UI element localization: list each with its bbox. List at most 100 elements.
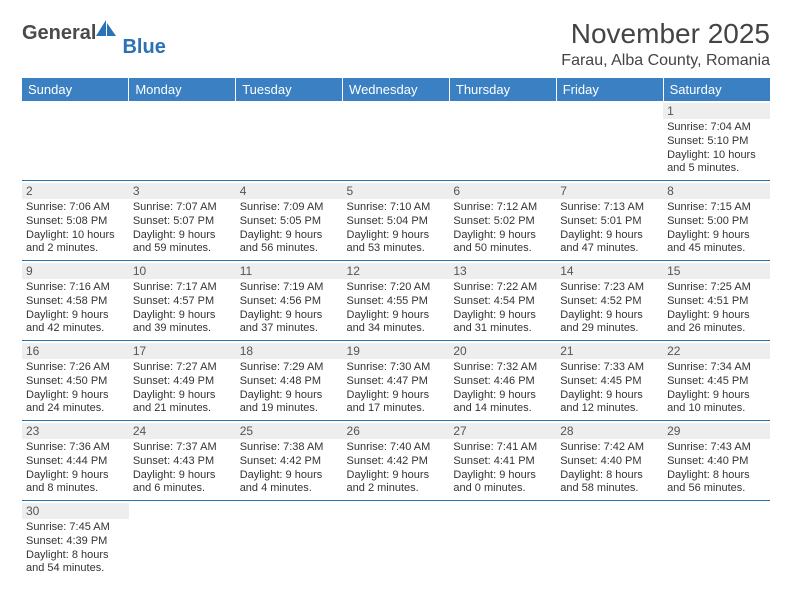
day-detail-line: Sunrise: 7:33 AM	[560, 361, 659, 375]
calendar-cell	[343, 101, 450, 181]
day-details: Sunrise: 7:38 AMSunset: 4:42 PMDaylight:…	[240, 441, 339, 496]
day-detail-line: Sunrise: 7:25 AM	[667, 281, 766, 295]
day-detail-line: Sunrise: 7:34 AM	[667, 361, 766, 375]
day-number: 16	[22, 343, 129, 359]
day-detail-line: and 4 minutes.	[240, 482, 339, 496]
day-detail-line: Daylight: 8 hours	[26, 549, 125, 563]
day-detail-line: and 53 minutes.	[347, 242, 446, 256]
day-detail-line: Sunset: 4:46 PM	[453, 375, 552, 389]
weekday-header: Sunday	[22, 78, 129, 101]
day-detail-line: and 34 minutes.	[347, 322, 446, 336]
day-detail-line: Daylight: 9 hours	[560, 389, 659, 403]
calendar-cell: 14Sunrise: 7:23 AMSunset: 4:52 PMDayligh…	[556, 261, 663, 341]
calendar-page: General Blue November 2025 Farau, Alba C…	[0, 0, 792, 598]
day-detail-line: and 58 minutes.	[560, 482, 659, 496]
day-detail-line: Sunrise: 7:32 AM	[453, 361, 552, 375]
calendar-cell: 16Sunrise: 7:26 AMSunset: 4:50 PMDayligh…	[22, 341, 129, 421]
day-detail-line: Daylight: 9 hours	[133, 229, 232, 243]
day-detail-line: Daylight: 9 hours	[453, 389, 552, 403]
day-details: Sunrise: 7:20 AMSunset: 4:55 PMDaylight:…	[347, 281, 446, 336]
day-detail-line: and 5 minutes.	[667, 162, 766, 176]
day-details: Sunrise: 7:30 AMSunset: 4:47 PMDaylight:…	[347, 361, 446, 416]
day-number: 1	[663, 103, 770, 119]
day-detail-line: Sunrise: 7:15 AM	[667, 201, 766, 215]
calendar-cell: 3Sunrise: 7:07 AMSunset: 5:07 PMDaylight…	[129, 181, 236, 261]
day-detail-line: and 2 minutes.	[26, 242, 125, 256]
day-detail-line: and 26 minutes.	[667, 322, 766, 336]
calendar-cell	[449, 501, 556, 581]
day-detail-line: Sunrise: 7:17 AM	[133, 281, 232, 295]
day-detail-line: Daylight: 9 hours	[240, 309, 339, 323]
day-detail-line: Sunset: 4:58 PM	[26, 295, 125, 309]
day-detail-line: Sunrise: 7:19 AM	[240, 281, 339, 295]
calendar-cell: 17Sunrise: 7:27 AMSunset: 4:49 PMDayligh…	[129, 341, 236, 421]
day-number: 12	[343, 263, 450, 279]
day-detail-line: and 47 minutes.	[560, 242, 659, 256]
day-details: Sunrise: 7:13 AMSunset: 5:01 PMDaylight:…	[560, 201, 659, 256]
calendar-cell: 11Sunrise: 7:19 AMSunset: 4:56 PMDayligh…	[236, 261, 343, 341]
calendar-cell: 4Sunrise: 7:09 AMSunset: 5:05 PMDaylight…	[236, 181, 343, 261]
logo: General Blue	[22, 22, 168, 45]
day-number: 10	[129, 263, 236, 279]
day-number: 15	[663, 263, 770, 279]
calendar-cell: 19 Sunrise: 7:30 AMSunset: 4:47 PMDayligh…	[343, 341, 450, 421]
day-details: Sunrise: 7:36 AMSunset: 4:44 PMDaylight:…	[26, 441, 125, 496]
day-details: Sunrise: 7:19 AMSunset: 4:56 PMDaylight:…	[240, 281, 339, 336]
day-details: Sunrise: 7:45 AMSunset: 4:39 PMDaylight:…	[26, 521, 125, 576]
day-detail-line: and 56 minutes.	[240, 242, 339, 256]
day-details: Sunrise: 7:42 AMSunset: 4:40 PMDaylight:…	[560, 441, 659, 496]
day-detail-line: Sunset: 4:39 PM	[26, 535, 125, 549]
logo-text-general: General	[22, 22, 96, 45]
day-detail-line: and 6 minutes.	[133, 482, 232, 496]
weekday-header-row: Sunday Monday Tuesday Wednesday Thursday…	[22, 78, 770, 101]
calendar-cell: 20Sunrise: 7:32 AMSunset: 4:46 PMDayligh…	[449, 341, 556, 421]
header: General Blue November 2025 Farau, Alba C…	[22, 18, 770, 70]
day-number: 27	[449, 423, 556, 439]
day-number: 14	[556, 263, 663, 279]
weekday-header: Thursday	[449, 78, 556, 101]
day-detail-line: Daylight: 9 hours	[347, 469, 446, 483]
day-details: Sunrise: 7:27 AMSunset: 4:49 PMDaylight:…	[133, 361, 232, 416]
day-details: Sunrise: 7:07 AMSunset: 5:07 PMDaylight:…	[133, 201, 232, 256]
day-details: Sunrise: 7:34 AMSunset: 4:45 PMDaylight:…	[667, 361, 766, 416]
day-details: Sunrise: 7:06 AMSunset: 5:08 PMDaylight:…	[26, 201, 125, 256]
day-detail-line: Sunset: 4:45 PM	[667, 375, 766, 389]
day-detail-line: Daylight: 9 hours	[240, 389, 339, 403]
calendar-cell: 22Sunrise: 7:34 AMSunset: 4:45 PMDayligh…	[663, 341, 770, 421]
day-detail-line: Sunrise: 7:16 AM	[26, 281, 125, 295]
day-detail-line: Daylight: 9 hours	[26, 389, 125, 403]
calendar-cell	[449, 101, 556, 181]
logo-text-blue: Blue	[122, 36, 165, 59]
day-detail-line: Sunrise: 7:41 AM	[453, 441, 552, 455]
day-details: Sunrise: 7:12 AMSunset: 5:02 PMDaylight:…	[453, 201, 552, 256]
title-block: November 2025 Farau, Alba County, Romani…	[561, 18, 770, 70]
day-detail-line: Sunrise: 7:07 AM	[133, 201, 232, 215]
day-detail-line: Daylight: 9 hours	[133, 389, 232, 403]
calendar-cell: 25Sunrise: 7:38 AMSunset: 4:42 PMDayligh…	[236, 421, 343, 501]
day-detail-line: Sunrise: 7:09 AM	[240, 201, 339, 215]
day-detail-line: and 37 minutes.	[240, 322, 339, 336]
day-detail-line: and 14 minutes.	[453, 402, 552, 416]
day-detail-line: Daylight: 9 hours	[667, 309, 766, 323]
day-number: 4	[236, 183, 343, 199]
day-details: Sunrise: 7:43 AMSunset: 4:40 PMDaylight:…	[667, 441, 766, 496]
day-details: Sunrise: 7:22 AMSunset: 4:54 PMDaylight:…	[453, 281, 552, 336]
day-detail-line: Daylight: 9 hours	[453, 309, 552, 323]
calendar-cell: 23Sunrise: 7:36 AMSunset: 4:44 PMDayligh…	[22, 421, 129, 501]
weekday-header: Wednesday	[343, 78, 450, 101]
calendar-row: 16Sunrise: 7:26 AMSunset: 4:50 PMDayligh…	[22, 341, 770, 421]
day-detail-line: Sunset: 5:07 PM	[133, 215, 232, 229]
calendar-cell	[236, 501, 343, 581]
day-detail-line: and 21 minutes.	[133, 402, 232, 416]
calendar-cell: 8Sunrise: 7:15 AMSunset: 5:00 PMDaylight…	[663, 181, 770, 261]
day-number: 19	[343, 343, 450, 359]
weekday-header: Monday	[129, 78, 236, 101]
day-detail-line: Sunrise: 7:36 AM	[26, 441, 125, 455]
day-detail-line: Sunset: 5:00 PM	[667, 215, 766, 229]
weekday-header: Tuesday	[236, 78, 343, 101]
day-detail-line: Sunset: 4:52 PM	[560, 295, 659, 309]
day-number: 30	[22, 503, 129, 519]
day-details: Sunrise: 7:17 AMSunset: 4:57 PMDaylight:…	[133, 281, 232, 336]
day-detail-line: Sunset: 4:54 PM	[453, 295, 552, 309]
day-detail-line: and 10 minutes.	[667, 402, 766, 416]
